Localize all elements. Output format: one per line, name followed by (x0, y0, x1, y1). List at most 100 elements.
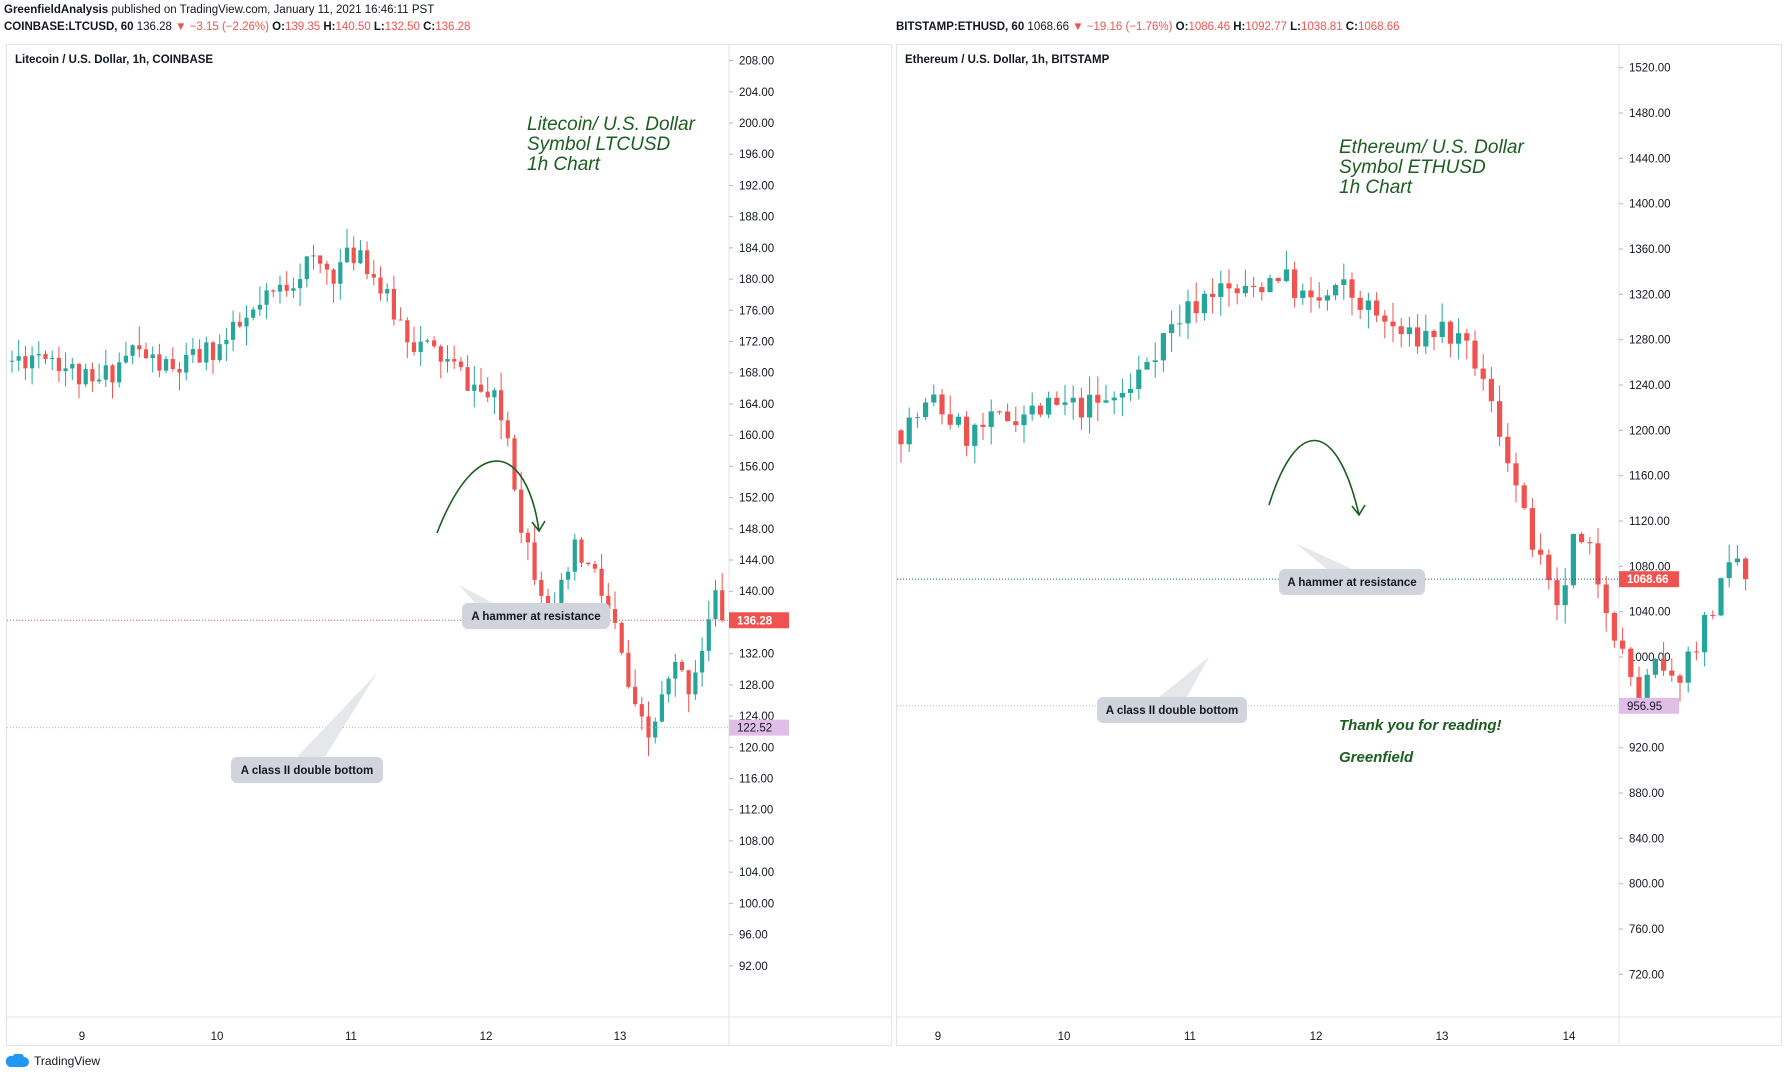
candle-body (1357, 297, 1363, 310)
candle-body (1210, 293, 1216, 297)
ohlc-h-label: H: (323, 21, 336, 33)
candle-body (244, 317, 249, 327)
chart-panel-ltc[interactable]: 208.00 204.00 200.00 196.00 192.00 188.00 184.… (6, 44, 892, 1046)
candle-body (452, 359, 457, 362)
candle-body (1103, 400, 1109, 403)
candle-body (204, 342, 209, 363)
price-tick-label: 204.00 (739, 87, 774, 99)
callout-hammer-box[interactable] (1279, 569, 1425, 595)
candle-body (1710, 615, 1716, 617)
last-price-tag (729, 612, 789, 629)
candle-body (30, 355, 35, 369)
callout-double-bottom-box[interactable] (1097, 697, 1247, 723)
candle-body (485, 391, 490, 398)
candle-body (1702, 615, 1708, 653)
candle-body (425, 340, 430, 342)
support-level-tag-label: 956.95 (1627, 701, 1662, 713)
chart-panel-eth[interactable]: 1520.00 1480.00 1440.00 1400.00 1360.00 1320.… (896, 44, 1782, 1046)
candle-body (1488, 378, 1494, 402)
price-tick-label: 176.00 (739, 305, 774, 317)
candle-body (1029, 405, 1035, 415)
down-arrow-icon: ▼ (175, 21, 187, 33)
candle-body (137, 345, 142, 350)
candle-body (190, 349, 195, 355)
candle-body (76, 363, 82, 385)
chart-eth[interactable]: 1520.00 1480.00 1440.00 1400.00 1360.00 1320.… (897, 45, 1781, 1045)
last-price-tag-label: 1068.66 (1627, 574, 1669, 586)
candle-body (1308, 290, 1314, 298)
candle-body (505, 420, 510, 439)
candle-body (1628, 648, 1634, 677)
callout-hammer-label: A hammer at resistance (1287, 577, 1416, 589)
candle-body (579, 539, 584, 563)
callout-double-bottom-box[interactable] (231, 757, 383, 783)
chart-ltc[interactable]: 208.00 204.00 200.00 196.00 192.00 188.00 184.… (7, 45, 891, 1045)
candle-body (666, 678, 671, 695)
candle-body (170, 359, 175, 370)
candle-body (472, 384, 477, 391)
arrow-head-icon (531, 520, 546, 533)
candle-body (1398, 326, 1404, 335)
candle-body (298, 279, 303, 289)
candle-body (378, 277, 383, 294)
candle-body (351, 247, 356, 264)
candle-body (914, 417, 920, 419)
candle-body (1070, 397, 1076, 403)
candle-body (1275, 277, 1281, 282)
symbol-ltc[interactable]: COINBASE:LTCUSD, 60 (4, 21, 134, 33)
candle-body (1111, 397, 1117, 401)
publisher-name[interactable]: GreenfieldAnalysis (4, 4, 109, 16)
candle-body (1087, 394, 1093, 418)
candle-body (70, 363, 75, 369)
candle-body (1423, 330, 1429, 347)
price-tick-label: 128.00 (739, 680, 774, 692)
footer-brand[interactable]: TradingView (4, 1054, 100, 1068)
candle-body (499, 390, 504, 421)
candle-body (398, 319, 403, 321)
candle-body (1472, 340, 1478, 369)
callout-hammer-box[interactable] (462, 603, 610, 629)
candle-body (653, 721, 658, 738)
candle-body (1677, 675, 1683, 683)
candle-body (117, 362, 122, 383)
candle-body (964, 416, 970, 446)
candle-body (532, 542, 537, 580)
symbol-eth[interactable]: BITSTAMP:ETHUSD, 60 (896, 21, 1025, 33)
projection-arc (1268, 439, 1360, 516)
candle-body (264, 290, 269, 305)
price-tick-label: 720.00 (1629, 969, 1664, 981)
candle-body (1554, 580, 1560, 606)
price-tick-label: 1040.00 (1629, 607, 1671, 619)
candle-body (972, 424, 978, 446)
change-eth: −19.16 (−1.76%) (1086, 21, 1173, 33)
candle-body (1341, 279, 1347, 286)
candle-body (512, 438, 517, 490)
candle-body (1390, 321, 1396, 327)
candle-body (955, 416, 961, 425)
candle-body (1529, 508, 1535, 550)
candle-body (197, 349, 202, 363)
candle-body (599, 568, 604, 596)
candle-body (906, 417, 912, 445)
price-tick-label: 104.00 (739, 867, 774, 879)
candle-body (1234, 288, 1240, 294)
candle-body (898, 430, 904, 445)
ohlc-h: 1092.77 (1245, 21, 1287, 33)
chart-note-line: Litecoin/ U.S. Dollar (527, 114, 696, 135)
price-tick-label: 120.00 (739, 742, 774, 754)
price-tick-label: 152.00 (739, 493, 774, 505)
candle-body (539, 579, 544, 596)
candle-body (646, 716, 651, 738)
candle-body (1431, 330, 1437, 338)
candle-body (224, 339, 229, 345)
callout-double-bottom-pointer (297, 673, 377, 757)
ohlc-l-label: L: (373, 21, 385, 33)
candle-body (1169, 324, 1175, 334)
candle-body (1201, 293, 1207, 314)
candle-body (1095, 394, 1101, 403)
ohlc-l: 1038.81 (1301, 21, 1343, 33)
candle-body (1021, 414, 1027, 426)
price-tick-label: 1320.00 (1629, 289, 1671, 301)
price-tick-label: 196.00 (739, 149, 774, 161)
candle-body (1193, 301, 1199, 314)
